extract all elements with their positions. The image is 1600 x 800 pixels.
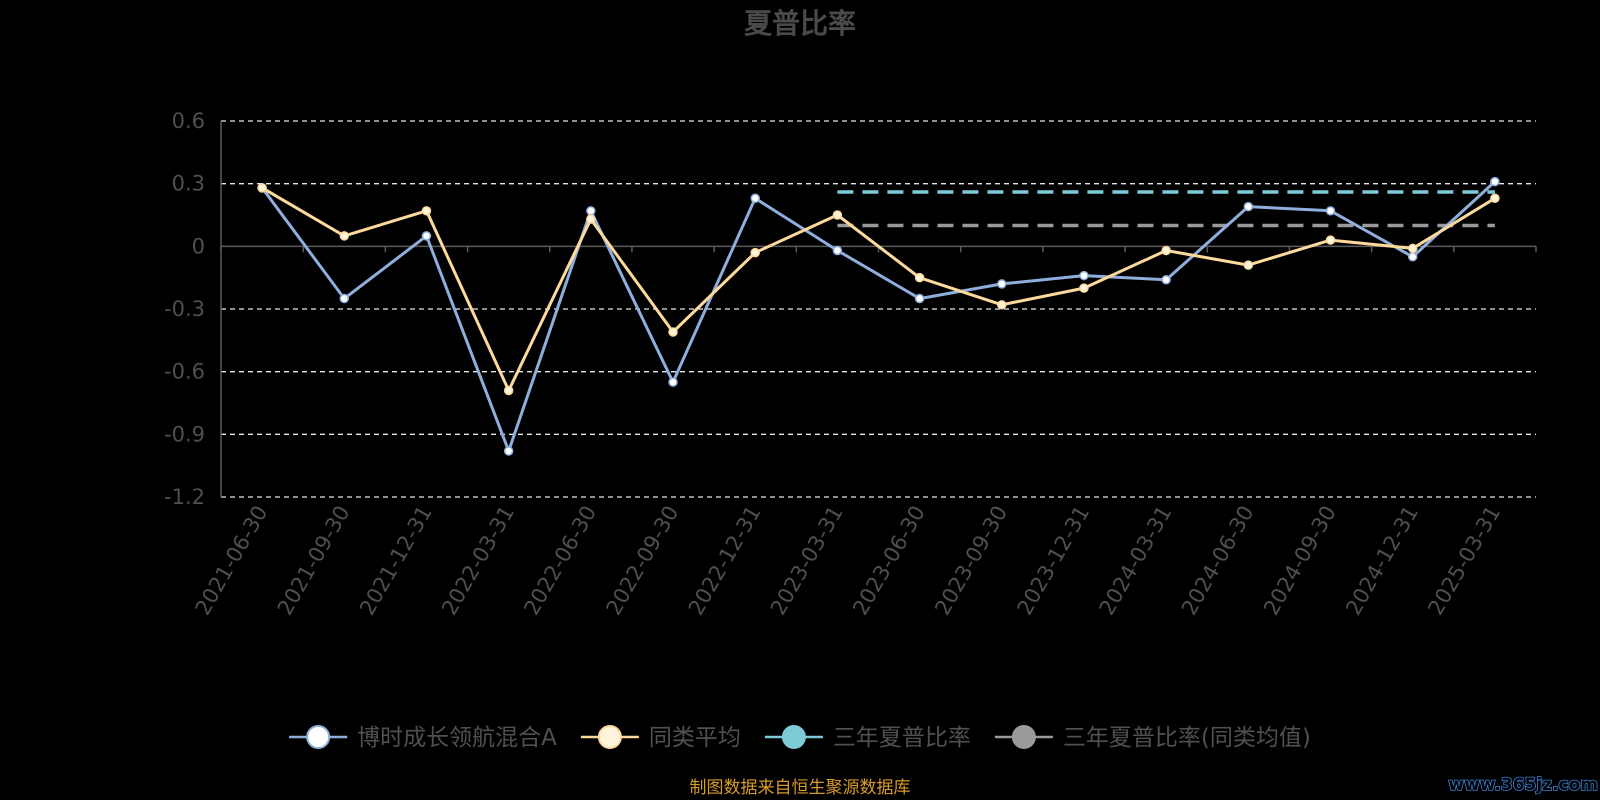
- series-1-point[interactable]: [997, 279, 1007, 289]
- series-2-point[interactable]: [997, 300, 1007, 310]
- series-2-point[interactable]: [1161, 245, 1171, 256]
- watermark: www.365jz.com: [1448, 775, 1598, 795]
- x-tick-label: 2022-12-31: [684, 502, 766, 620]
- y-tick-label: 0.6: [172, 109, 205, 133]
- x-tick-label: 2023-09-30: [930, 502, 1012, 620]
- series-2-point[interactable]: [586, 214, 596, 224]
- legend-item-1[interactable]: 博时成长领航混合A: [289, 725, 557, 751]
- x-tick-label: 2024-03-31: [1095, 502, 1177, 620]
- legend-marker: [306, 725, 331, 749]
- y-tick-label: -0.9: [164, 422, 205, 446]
- series-1-point[interactable]: [1243, 201, 1254, 212]
- series-1-point[interactable]: [1490, 176, 1500, 187]
- series-2-point[interactable]: [257, 183, 267, 193]
- series-2-point[interactable]: [1079, 283, 1089, 293]
- x-tick-label: 2021-06-30: [191, 502, 273, 620]
- data-source-note: 制图数据来自恒生聚源数据库: [690, 778, 911, 798]
- legend-label: 三年夏普比率(同类均值): [1063, 725, 1311, 751]
- legend[interactable]: 博时成长领航混合A 同类平均 三年夏普比率 三年夏普比率(同类均值): [289, 725, 1311, 751]
- series-lines: [257, 176, 1500, 456]
- y-tick-label: -1.2: [164, 485, 205, 509]
- series-2-point[interactable]: [339, 231, 350, 241]
- series-1-point[interactable]: [750, 193, 760, 204]
- x-tick-label: 2023-12-31: [1012, 502, 1094, 620]
- legend-item-4[interactable]: 三年夏普比率(同类均值): [994, 725, 1311, 751]
- series-2-point[interactable]: [832, 210, 843, 220]
- series-2-point[interactable]: [421, 206, 432, 216]
- series-1-point[interactable]: [503, 446, 514, 456]
- legend-label: 同类平均: [649, 725, 741, 751]
- legend-item-2[interactable]: 同类平均: [580, 725, 741, 751]
- series-2-point[interactable]: [1325, 235, 1336, 245]
- x-tick-label: 2021-09-30: [273, 502, 355, 620]
- x-tick-label: 2023-03-31: [766, 502, 848, 620]
- legend-label: 博时成长领航混合A: [357, 725, 557, 751]
- legend-label: 三年夏普比率: [833, 725, 971, 751]
- x-tick-label: 2022-06-30: [519, 502, 601, 620]
- chart-title: 夏普比率: [744, 7, 856, 40]
- series-2-point[interactable]: [914, 272, 925, 283]
- x-tick-label: 2024-09-30: [1259, 502, 1341, 620]
- legend-marker: [597, 725, 622, 749]
- x-tick-label: 2022-09-30: [602, 502, 684, 620]
- series-2-point[interactable]: [1490, 193, 1500, 204]
- grid-lines: [221, 120, 1536, 498]
- x-tick-label: 2021-12-31: [355, 502, 437, 620]
- series-1-point[interactable]: [1161, 275, 1171, 285]
- y-tick-label: -0.6: [164, 360, 205, 384]
- legend-marker: [781, 725, 806, 749]
- x-tick-label: 2025-03-31: [1423, 502, 1505, 620]
- series-1-point[interactable]: [339, 293, 350, 304]
- series-1-point[interactable]: [668, 377, 678, 387]
- x-tick-label: 2022-03-31: [437, 502, 519, 620]
- series-1-point[interactable]: [1079, 270, 1089, 281]
- x-tick-label: 2024-12-31: [1341, 502, 1423, 620]
- y-tick-label: 0.3: [172, 172, 205, 196]
- series-2-point[interactable]: [503, 385, 514, 396]
- series-1-point[interactable]: [1407, 252, 1418, 262]
- series-2-point[interactable]: [668, 327, 678, 337]
- legend-marker: [1011, 725, 1036, 749]
- series-2-point[interactable]: [1407, 243, 1418, 254]
- series-1-point[interactable]: [832, 245, 843, 256]
- series-1-point[interactable]: [914, 293, 925, 304]
- series-2-point[interactable]: [1243, 260, 1254, 270]
- series-line-1: [260, 180, 1496, 453]
- series-1-point[interactable]: [421, 231, 432, 241]
- x-tick-label: 2024-06-30: [1177, 502, 1259, 620]
- y-tick-label: 0: [192, 234, 205, 258]
- series-1-point[interactable]: [586, 206, 596, 216]
- legend-item-3[interactable]: 三年夏普比率: [764, 725, 971, 751]
- y-axis-ticks: 0.6 0.3 0 -0.3 -0.6 -0.9 -1.2: [164, 109, 205, 509]
- x-tick-label: 2023-06-30: [848, 502, 930, 620]
- series-line-2: [261, 186, 1496, 392]
- series-2-point[interactable]: [750, 247, 760, 258]
- x-axis-ticks: 2021-06-30 2021-09-30 2021-12-31 2022-03-31…: [191, 502, 1506, 620]
- series-1-point[interactable]: [1325, 206, 1336, 216]
- y-tick-label: -0.3: [164, 297, 205, 321]
